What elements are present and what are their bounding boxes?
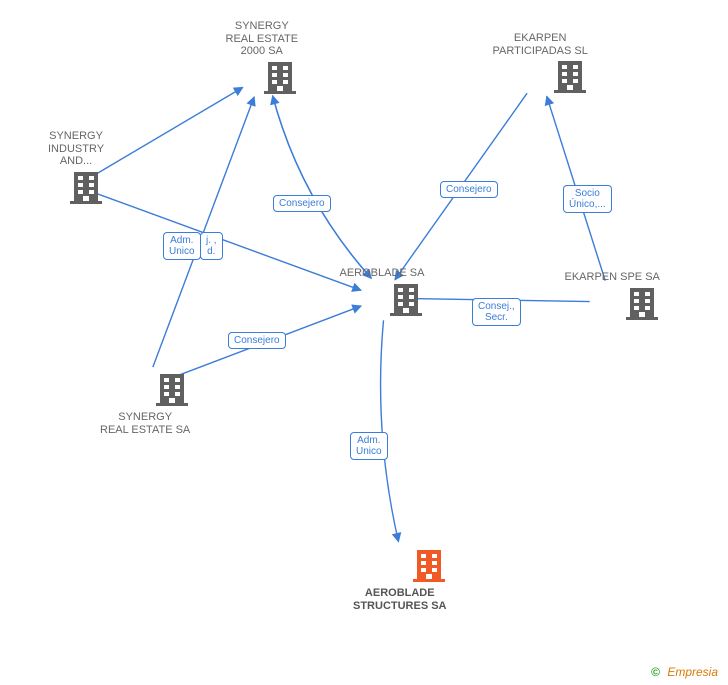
edges-layer (0, 0, 728, 685)
building-icon (594, 284, 689, 325)
building-icon (522, 57, 617, 98)
node-label: SYNERGY INDUSTRY AND... (48, 130, 104, 168)
node-aeroblade[interactable]: AEROBLADE SA (364, 267, 449, 321)
node-label: SYNERGY REAL ESTATE 2000 SA (226, 20, 299, 58)
node-label: AEROBLADE STRUCTURES SA (353, 587, 447, 612)
node-aeroblade_struct[interactable]: AEROBLADE STRUCTURES SA (382, 546, 476, 612)
footer-brand: Empresia (667, 665, 718, 679)
copyright-symbol: © (651, 665, 660, 679)
edge-label: Socio Único,... (563, 185, 612, 213)
footer: © Empresia (651, 665, 718, 679)
edge-label: Consejero (228, 332, 286, 349)
edge-label: Adm. Unico (350, 432, 388, 460)
edge-synergy_re_2000-to-aeroblade (273, 96, 372, 279)
node-label: EKARPEN SPE SA (565, 271, 660, 284)
building-icon (364, 280, 449, 321)
node-ekarpen_part[interactable]: EKARPEN PARTICIPADAS SL (522, 32, 617, 98)
node-ekarpen_spe[interactable]: EKARPEN SPE SA (594, 271, 689, 325)
node-label: EKARPEN PARTICIPADAS SL (493, 32, 588, 57)
edge-aeroblade-to-synergy_re_2000 (273, 96, 372, 279)
building-icon (58, 168, 114, 209)
edge-label: Adm. Unico (163, 232, 201, 260)
node-synergy_ind[interactable]: SYNERGY INDUSTRY AND... (58, 130, 114, 209)
edge-label: j. , d. (200, 232, 223, 260)
node-label: AEROBLADE SA (340, 267, 425, 280)
diagram-canvas: SYNERGY REAL ESTATE 2000 SA EKARPEN PART… (0, 0, 728, 685)
building-icon (382, 546, 476, 587)
node-label: SYNERGY REAL ESTATE SA (100, 411, 190, 436)
edge-label: Consejero (273, 195, 331, 212)
building-icon (244, 58, 317, 99)
building-icon (127, 370, 217, 411)
edge-aeroblade-to-aeroblade_struct (381, 320, 399, 541)
edge-label: Consej., Secr. (472, 298, 521, 326)
edge-synergy_ind-to-synergy_re_2000 (95, 87, 243, 174)
node-synergy_re[interactable]: SYNERGY REAL ESTATE SA (127, 370, 217, 436)
node-synergy_re_2000[interactable]: SYNERGY REAL ESTATE 2000 SA (244, 20, 317, 99)
edge-label: Consejero (440, 181, 498, 198)
